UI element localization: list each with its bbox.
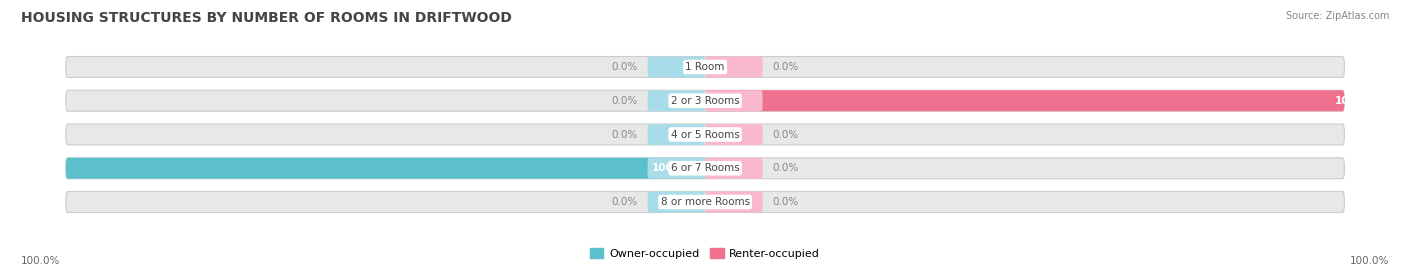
Legend: Owner-occupied, Renter-occupied: Owner-occupied, Renter-occupied — [586, 244, 824, 263]
FancyBboxPatch shape — [648, 56, 704, 77]
Text: Source: ZipAtlas.com: Source: ZipAtlas.com — [1285, 11, 1389, 21]
Text: 8 or more Rooms: 8 or more Rooms — [661, 197, 749, 207]
FancyBboxPatch shape — [704, 192, 762, 213]
FancyBboxPatch shape — [66, 158, 704, 179]
FancyBboxPatch shape — [704, 124, 762, 145]
FancyBboxPatch shape — [704, 90, 1344, 111]
Text: 4 or 5 Rooms: 4 or 5 Rooms — [671, 129, 740, 140]
FancyBboxPatch shape — [66, 192, 1344, 213]
Text: 100.0%: 100.0% — [652, 163, 696, 173]
FancyBboxPatch shape — [704, 158, 762, 179]
Text: 100.0%: 100.0% — [1334, 96, 1378, 106]
FancyBboxPatch shape — [704, 56, 762, 77]
FancyBboxPatch shape — [66, 158, 1344, 179]
FancyBboxPatch shape — [66, 124, 1344, 145]
Text: 0.0%: 0.0% — [612, 129, 638, 140]
Text: 0.0%: 0.0% — [612, 96, 638, 106]
FancyBboxPatch shape — [704, 90, 762, 111]
Text: 0.0%: 0.0% — [772, 129, 799, 140]
Text: 0.0%: 0.0% — [612, 197, 638, 207]
Text: 2 or 3 Rooms: 2 or 3 Rooms — [671, 96, 740, 106]
Text: 0.0%: 0.0% — [772, 163, 799, 173]
FancyBboxPatch shape — [648, 192, 704, 213]
FancyBboxPatch shape — [648, 90, 704, 111]
Text: 100.0%: 100.0% — [21, 256, 60, 266]
FancyBboxPatch shape — [66, 90, 1344, 111]
FancyBboxPatch shape — [648, 124, 704, 145]
Text: HOUSING STRUCTURES BY NUMBER OF ROOMS IN DRIFTWOOD: HOUSING STRUCTURES BY NUMBER OF ROOMS IN… — [21, 11, 512, 25]
Text: 0.0%: 0.0% — [772, 62, 799, 72]
Text: 100.0%: 100.0% — [1350, 256, 1389, 266]
FancyBboxPatch shape — [648, 158, 704, 179]
Text: 6 or 7 Rooms: 6 or 7 Rooms — [671, 163, 740, 173]
FancyBboxPatch shape — [66, 56, 1344, 77]
Text: 0.0%: 0.0% — [612, 62, 638, 72]
Text: 1 Room: 1 Room — [685, 62, 725, 72]
Text: 0.0%: 0.0% — [772, 197, 799, 207]
